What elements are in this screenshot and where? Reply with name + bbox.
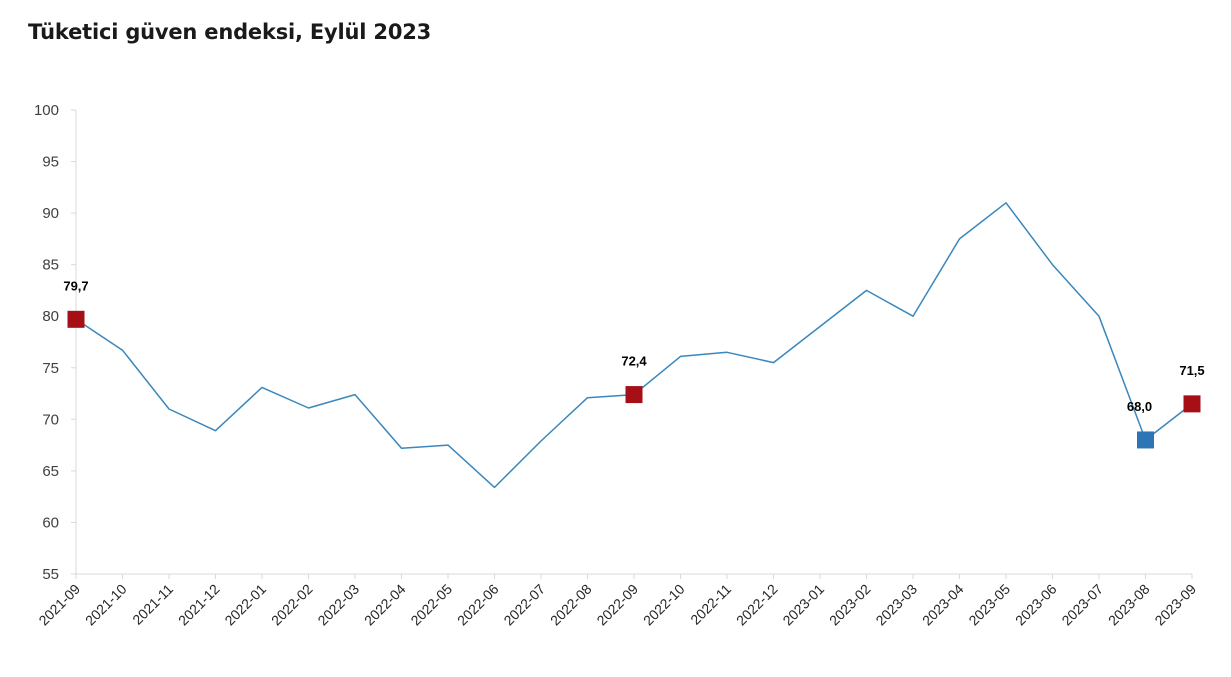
x-tick-label: 2022-03 xyxy=(314,581,362,629)
y-tick-label: 90 xyxy=(42,205,59,222)
x-tick-label: 2021-11 xyxy=(129,581,176,628)
data-label: 71,5 xyxy=(1179,363,1204,378)
x-tick-label: 2023-04 xyxy=(919,581,967,629)
x-tick-label: 2022-09 xyxy=(593,581,641,629)
data-point-marker xyxy=(625,386,643,404)
x-tick-label: 2022-12 xyxy=(733,581,781,629)
y-tick-label: 75 xyxy=(42,360,59,377)
data-label: 72,4 xyxy=(621,354,647,369)
x-tick-label: 2022-08 xyxy=(547,581,595,629)
x-tick-label: 2022-10 xyxy=(640,581,688,629)
y-tick-label: 65 xyxy=(42,463,59,480)
data-label: 68,0 xyxy=(1127,399,1152,414)
y-tick-label: 70 xyxy=(42,411,59,428)
x-tick-label: 2023-06 xyxy=(1012,581,1060,629)
x-tick-label: 2022-01 xyxy=(221,581,269,629)
y-tick-label: 60 xyxy=(42,514,59,531)
data-point-marker xyxy=(1137,431,1154,449)
data-label: 79,7 xyxy=(63,278,88,293)
x-tick-label: 2022-05 xyxy=(407,581,455,629)
x-tick-label: 2023-01 xyxy=(779,581,827,629)
x-tick-label: 2023-05 xyxy=(965,581,1013,629)
x-tick-label: 2023-07 xyxy=(1058,581,1106,629)
x-tick-label: 2021-12 xyxy=(175,581,223,629)
data-point-marker xyxy=(67,310,85,328)
x-tick-label: 2022-06 xyxy=(454,581,502,629)
y-tick-label: 80 xyxy=(42,308,59,325)
x-tick-label: 2022-04 xyxy=(361,581,409,629)
y-tick-label: 95 xyxy=(42,154,59,171)
y-axis-ticks: 55 60 65 70 75 80 85 90 95 100 xyxy=(34,102,76,583)
data-point-marker xyxy=(1183,395,1201,413)
axes xyxy=(75,110,1192,575)
chart-title: Tüketici güven endeksi, Eylül 2023 xyxy=(28,20,432,44)
y-tick-label: 55 xyxy=(42,566,59,583)
x-tick-label: 2022-02 xyxy=(268,581,316,629)
series xyxy=(75,202,1193,489)
series-line xyxy=(75,202,1193,489)
data-labels: 79,7 72,4 68,0 71,5 xyxy=(63,278,1204,414)
x-tick-label: 2023-09 xyxy=(1151,581,1199,629)
x-tick-label: 2022-11 xyxy=(687,581,734,628)
y-tick-label: 100 xyxy=(34,102,59,119)
x-tick-label: 2023-03 xyxy=(872,581,920,629)
x-tick-label: 2023-02 xyxy=(826,581,874,629)
y-tick-label: 85 xyxy=(42,257,59,274)
x-tick-label: 2022-07 xyxy=(500,581,548,629)
x-tick-label: 2021-09 xyxy=(35,581,83,629)
x-tick-label: 2023-08 xyxy=(1105,581,1153,629)
x-tick-label: 2021-10 xyxy=(82,581,130,629)
markers xyxy=(67,310,1201,449)
